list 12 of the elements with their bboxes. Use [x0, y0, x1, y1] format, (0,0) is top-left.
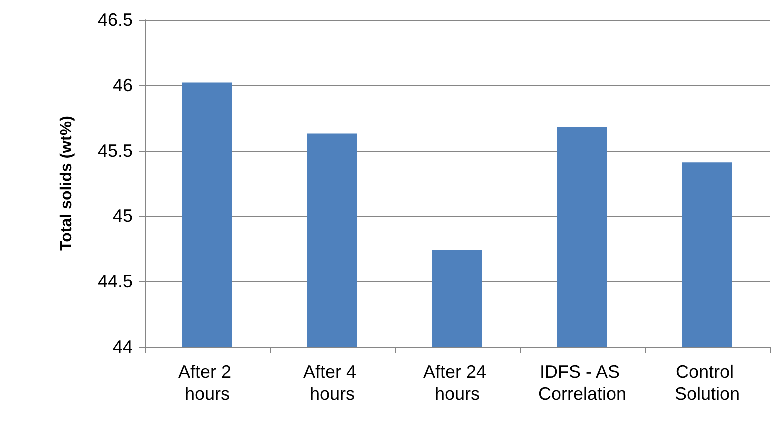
y-tick-label: 46.5 — [98, 10, 133, 30]
y-tick-label: 44.5 — [98, 272, 133, 292]
x-tick-label: After 24 hours — [423, 362, 492, 404]
x-tick-label: IDFS - AS Correlation — [538, 362, 627, 404]
y-tick-label: 46 — [112, 75, 133, 96]
x-tick-label: After 2 hours — [178, 362, 237, 404]
y-tick-label: 44 — [112, 337, 133, 357]
y-tick-label: 45.5 — [98, 140, 133, 161]
x-tick-label: Control Solution — [674, 362, 740, 404]
y-axis-title: Total solids (wt%) — [58, 116, 76, 251]
y-tick-label: 45 — [112, 206, 133, 226]
x-tick-label: After 4 hours — [303, 362, 362, 404]
